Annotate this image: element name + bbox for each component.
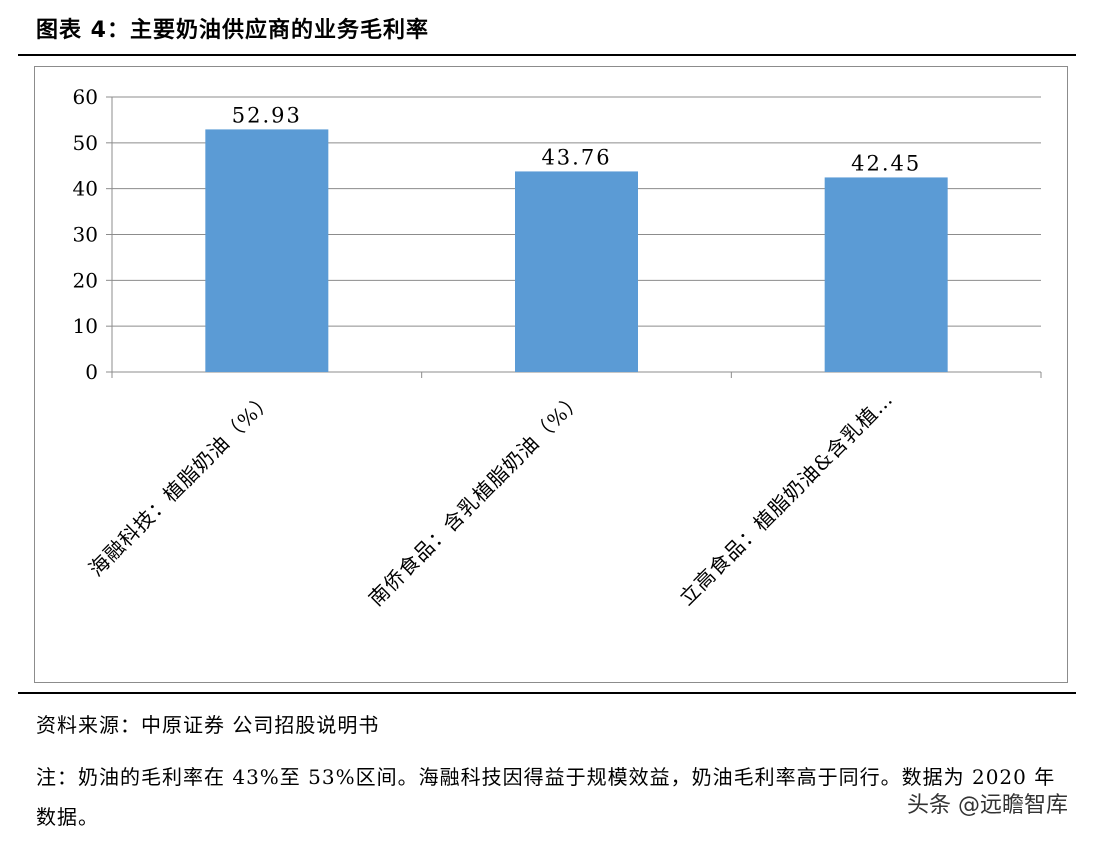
category-label-1: 海融科技：植脂奶油（%） bbox=[84, 387, 278, 581]
y-tick-label-40: 40 bbox=[73, 177, 98, 201]
watermark: 头条 @远瞻智库 bbox=[907, 793, 1068, 818]
top-rule bbox=[18, 54, 1076, 56]
y-tick-label-60: 60 bbox=[73, 85, 98, 109]
bar-3 bbox=[824, 177, 948, 372]
chart-frame: 0 10 20 30 40 50 60 52.93 海融科技：植脂奶油（%） 43.76 南侨食品：… bbox=[34, 66, 1068, 683]
y-tick-label-10: 10 bbox=[73, 314, 98, 338]
bar-2 bbox=[515, 171, 638, 372]
bar-1 bbox=[205, 129, 329, 372]
data-label-1: 52.93 bbox=[232, 103, 302, 127]
data-label-2: 43.76 bbox=[541, 145, 611, 169]
note-text: 注：奶油的毛利率在 43%至 53%区间。海融科技因得益于规模效益，奶油毛利率高… bbox=[36, 765, 1056, 829]
y-tick-label-50: 50 bbox=[73, 131, 98, 155]
y-tick-label-20: 20 bbox=[73, 268, 98, 292]
category-label-3: 立高食品：植脂奶油&含乳植… bbox=[674, 387, 897, 610]
bottom-rule bbox=[18, 692, 1076, 694]
bar-chart: 0 10 20 30 40 50 60 52.93 海融科技：植脂奶油（%） 43.76 南侨食品：… bbox=[73, 85, 1042, 611]
y-tick-label-0: 0 bbox=[85, 360, 98, 384]
category-label-2: 南侨食品：含乳植脂奶油（%） bbox=[364, 387, 588, 611]
data-label-3: 42.45 bbox=[851, 151, 921, 175]
source-text: 资料来源：中原证券 公司招股说明书 bbox=[36, 713, 380, 737]
y-tick-label-30: 30 bbox=[73, 223, 98, 247]
figure-title: 图表 4：主要奶油供应商的业务毛利率 bbox=[36, 18, 429, 43]
